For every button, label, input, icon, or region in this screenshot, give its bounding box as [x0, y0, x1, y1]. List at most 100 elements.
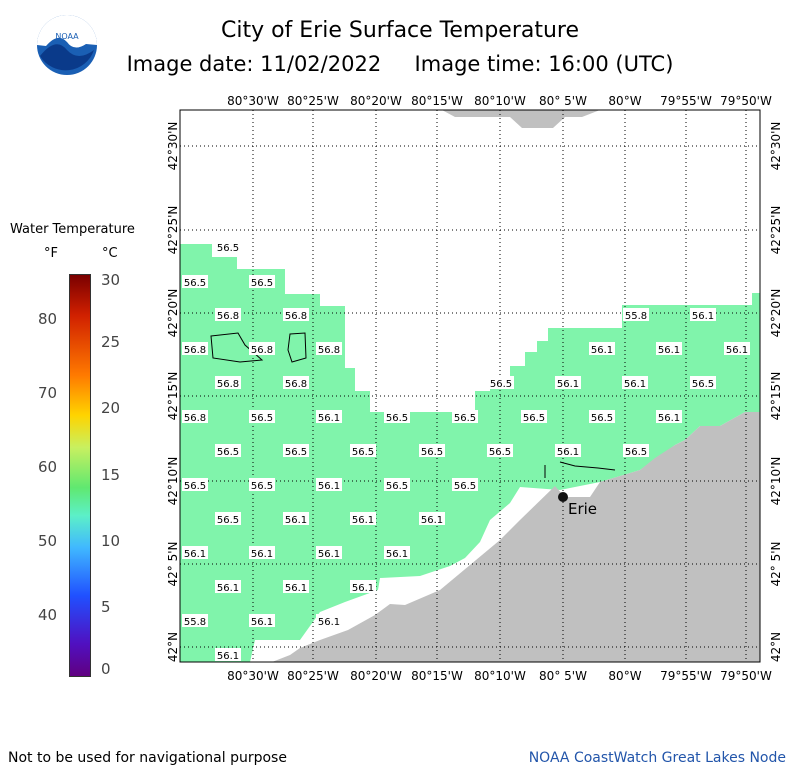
lon-label-bottom: 80° 5'W — [539, 669, 587, 683]
lat-label-right: 42°10'N — [769, 457, 783, 506]
lat-label-left: 42°20'N — [166, 289, 180, 338]
temperature-value: 56.5 — [217, 243, 239, 254]
temperature-label: 56.1 — [316, 410, 342, 424]
temperature-label: 56.1 — [656, 410, 682, 424]
lat-label-left: 42° 5'N — [166, 542, 180, 587]
lon-label-top: 80°30'W — [227, 94, 279, 108]
land-area — [272, 412, 760, 662]
temperature-label: 56.5 — [488, 376, 514, 390]
temperature-value: 56.1 — [318, 481, 340, 492]
temperature-value: 56.8 — [184, 345, 206, 356]
c-tick-5: 5 — [101, 598, 111, 616]
lon-label-top: 80°25'W — [287, 94, 339, 108]
f-tick-60: 60 — [38, 458, 58, 476]
temperature-value: 56.1 — [251, 549, 273, 560]
lat-label-left: 42°25'N — [166, 206, 180, 255]
temperature-value: 56.1 — [726, 345, 748, 356]
temperature-value: 56.5 — [625, 447, 647, 458]
contour-line — [287, 332, 307, 363]
contour-line — [210, 332, 264, 363]
temperature-label: 56.1 — [690, 308, 716, 322]
temperature-value: 56.8 — [285, 311, 307, 322]
temperature-value: 56.1 — [421, 515, 443, 526]
temperature-label: 56.5 — [182, 275, 208, 289]
temperature-value: 56.5 — [692, 379, 714, 390]
temperature-value: 56.5 — [454, 481, 476, 492]
temperature-label: 56.5 — [182, 478, 208, 492]
temperature-label: 56.1 — [215, 648, 241, 662]
c-tick-30: 30 — [101, 271, 121, 289]
temperature-value: 56.5 — [352, 447, 374, 458]
temperature-label: 56.1 — [316, 478, 342, 492]
temperature-label: 56.5 — [487, 444, 513, 458]
temperature-value: 56.1 — [285, 515, 307, 526]
f-tick-40: 40 — [38, 606, 58, 624]
lat-label-left: 42°15'N — [166, 372, 180, 421]
temperature-value: 56.5 — [454, 413, 476, 424]
lon-label-top: 79°55'W — [660, 94, 712, 108]
lon-label-top: 80° 5'W — [539, 94, 587, 108]
temperature-value: 56.1 — [591, 345, 613, 356]
temperature-value: 56.5 — [251, 413, 273, 424]
temperature-value: 56.1 — [217, 583, 239, 594]
c-tick-10: 10 — [101, 532, 121, 550]
temperature-label: 56.5 — [384, 410, 410, 424]
temperature-label: 56.5 — [589, 410, 615, 424]
temperature-value: 56.5 — [421, 447, 443, 458]
temperature-label: 56.5 — [215, 240, 241, 254]
temperature-label: 56.8 — [283, 308, 309, 322]
temperature-label: 56.8 — [249, 342, 275, 356]
temperature-label: 56.5 — [283, 444, 309, 458]
temperature-label: 56.1 — [249, 546, 275, 560]
temperature-value: 56.5 — [217, 447, 239, 458]
lon-label-top: 80°15'W — [411, 94, 463, 108]
temperature-label: 56.5 — [452, 478, 478, 492]
temperature-value: 56.5 — [285, 447, 307, 458]
temperature-value: 56.1 — [285, 583, 307, 594]
temperature-value: 55.8 — [625, 311, 647, 322]
f-tick-70: 70 — [38, 384, 58, 402]
temperature-label: 56.1 — [419, 512, 445, 526]
temperature-value: 56.8 — [285, 379, 307, 390]
temperature-value: 56.1 — [318, 549, 340, 560]
temperature-label: 56.1 — [283, 580, 309, 594]
temperature-label: 56.1 — [215, 580, 241, 594]
temperature-label: 56.1 — [316, 546, 342, 560]
temperature-label: 56.1 — [555, 444, 581, 458]
temperature-label: 56.8 — [316, 342, 342, 356]
temperature-label: 56.8 — [182, 410, 208, 424]
c-tick-0: 0 — [101, 660, 111, 678]
temperature-label: 56.5 — [350, 444, 376, 458]
color-scale-bar — [69, 274, 91, 677]
temperature-value: 56.1 — [352, 583, 374, 594]
lon-label-bottom: 80°30'W — [227, 669, 279, 683]
lon-label-top: 80°10'W — [474, 94, 526, 108]
erie-city-label: Erie — [568, 500, 597, 518]
erie-city-marker[interactable] — [558, 492, 568, 502]
temperature-label: 56.1 — [249, 614, 275, 628]
temperature-value: 56.5 — [184, 278, 206, 289]
temperature-label: 56.1 — [350, 512, 376, 526]
c-tick-25: 25 — [101, 333, 121, 351]
temperature-label: 56.1 — [656, 342, 682, 356]
contour-line — [544, 461, 616, 478]
lat-label-right: 42°30'N — [769, 122, 783, 171]
lon-label-top: 80°20'W — [350, 94, 402, 108]
temperature-value: 56.1 — [624, 379, 646, 390]
temperature-label: 56.5 — [690, 376, 716, 390]
temperature-value: 56.8 — [318, 345, 340, 356]
lon-label-bottom: 80°20'W — [350, 669, 402, 683]
temperature-label: 56.1 — [589, 342, 615, 356]
temperature-value: 56.1 — [318, 617, 340, 628]
temperature-value: 56.1 — [318, 413, 340, 424]
lon-label-bottom: 79°55'W — [660, 669, 712, 683]
logo-text: NOAA — [55, 32, 79, 41]
temperature-value: 56.1 — [658, 413, 680, 424]
temperature-value: 55.8 — [184, 617, 206, 628]
temperature-label: 56.5 — [452, 410, 478, 424]
temperature-label: 56.5 — [419, 444, 445, 458]
lat-label-left: 42°10'N — [166, 457, 180, 506]
image-date-time: Image date: 11/02/2022 Image time: 16:00… — [126, 52, 674, 76]
lat-label-left: 42°30'N — [166, 122, 180, 171]
